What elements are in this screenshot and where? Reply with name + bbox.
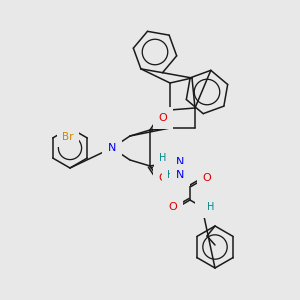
Text: N: N <box>176 170 184 180</box>
Text: O: O <box>202 173 211 183</box>
Text: O: O <box>159 113 167 123</box>
Text: H: H <box>167 170 175 180</box>
Text: N: N <box>108 143 116 153</box>
Text: H: H <box>159 153 167 163</box>
Text: H: H <box>207 202 215 212</box>
Text: N: N <box>201 202 209 212</box>
Text: Br: Br <box>62 132 74 142</box>
Text: O: O <box>169 202 177 212</box>
Text: O: O <box>159 173 167 183</box>
Text: N: N <box>176 157 184 167</box>
